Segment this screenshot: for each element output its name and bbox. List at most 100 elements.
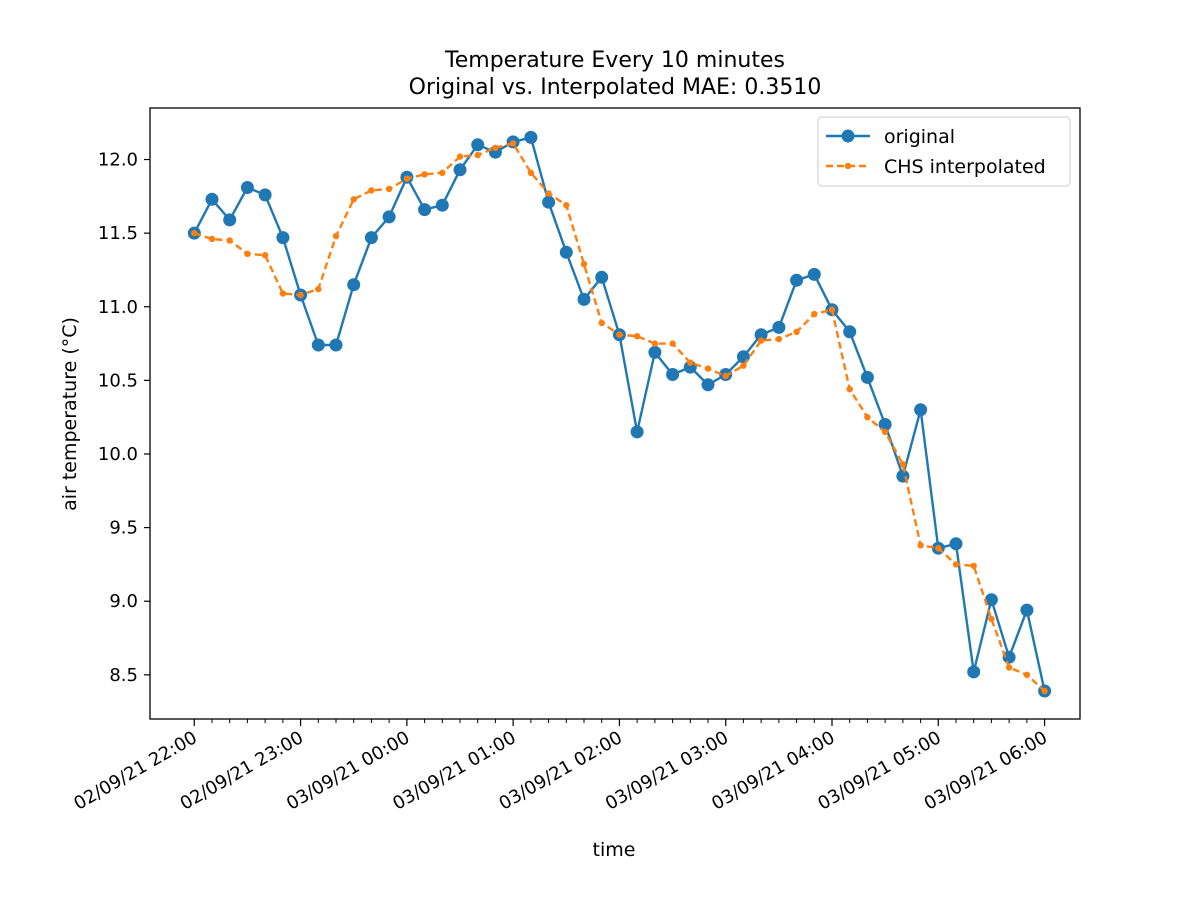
data-point-original: [860, 370, 874, 384]
data-point-original: [736, 350, 750, 364]
data-point-original: [683, 360, 697, 374]
y-tick-label: 11.5: [98, 223, 138, 244]
data-point-chs-interpolated: [439, 169, 446, 176]
data-point-original: [276, 231, 290, 245]
data-point-chs-interpolated: [191, 229, 198, 237]
x-axis-label: time: [593, 839, 636, 861]
data-point-chs-interpolated: [616, 331, 623, 338]
data-point-chs-interpolated: [1005, 664, 1013, 671]
data-point-chs-interpolated: [580, 260, 588, 268]
data-point-chs-interpolated: [1041, 687, 1048, 695]
legend: original CHS interpolated: [817, 116, 1071, 187]
data-point-chs-interpolated: [385, 185, 393, 193]
data-point-original: [630, 425, 644, 439]
data-point-chs-interpolated: [598, 319, 605, 327]
data-point-chs-interpolated: [492, 144, 499, 151]
data-point-original: [524, 130, 538, 144]
data-point-chs-interpolated: [793, 328, 800, 335]
y-tick-label: 10.5: [98, 370, 138, 391]
data-point-original: [949, 537, 963, 551]
data-point-original: [559, 245, 573, 259]
data-point-chs-interpolated: [545, 190, 552, 197]
data-point-chs-interpolated: [315, 285, 322, 293]
data-point-original: [843, 325, 857, 339]
data-point-original: [311, 338, 325, 352]
data-point-chs-interpolated: [899, 461, 907, 468]
chart-subtitle: Original vs. Interpolated MAE: 0.3510: [409, 75, 822, 100]
data-point-original: [240, 181, 254, 194]
data-point-original: [382, 210, 396, 224]
data-point-original: [984, 593, 998, 607]
data-point-chs-interpolated: [509, 140, 517, 147]
data-point-chs-interpolated: [527, 169, 535, 176]
data-point-original: [435, 198, 449, 212]
legend-marker-original: [841, 129, 855, 143]
data-point-chs-interpolated: [775, 335, 783, 343]
data-point-original: [347, 278, 361, 292]
data-point-original: [488, 145, 502, 159]
data-point-original: [914, 403, 928, 417]
data-point-chs-interpolated: [740, 362, 747, 369]
data-point-original: [772, 320, 786, 334]
data-point-chs-interpolated: [226, 237, 233, 244]
legend-marker-chs-interpolated: [844, 162, 852, 170]
data-point-chs-interpolated: [988, 615, 995, 623]
y-axis: 8.5 9.0 9.5 10.0 10.5 11.0 11.5 12.0: [98, 150, 150, 686]
data-point-chs-interpolated: [704, 365, 712, 372]
data-point-chs-interpolated: [651, 340, 659, 347]
y-tick-label: 10.0: [98, 444, 138, 465]
data-point-chs-interpolated: [563, 202, 570, 209]
data-point-original: [1020, 603, 1034, 617]
y-tick-label: 11.0: [98, 297, 138, 318]
data-point-chs-interpolated: [403, 175, 411, 182]
data-point-chs-interpolated: [332, 232, 340, 240]
data-point-chs-interpolated: [917, 542, 924, 549]
data-point-chs-interpolated: [687, 359, 694, 366]
data-point-chs-interpolated: [350, 196, 357, 203]
y-tick-label: 9.0: [109, 591, 138, 612]
data-point-chs-interpolated: [456, 153, 464, 160]
legend-label-chs-interpolated: CHS interpolated: [884, 156, 1046, 178]
data-point-original: [418, 203, 432, 217]
legend-box: [817, 116, 1071, 187]
data-point-chs-interpolated: [297, 291, 304, 299]
data-point-chs-interpolated: [1023, 671, 1031, 678]
data-point-original: [577, 292, 591, 306]
data-point-chs-interpolated: [757, 337, 765, 344]
data-point-original: [542, 195, 556, 209]
data-point-original: [701, 378, 715, 392]
data-point-chs-interpolated: [669, 340, 676, 347]
data-point-original: [967, 665, 981, 679]
data-point-original: [595, 270, 609, 284]
data-point-chs-interpolated: [208, 235, 216, 243]
data-point-chs-interpolated: [881, 428, 889, 436]
data-point-chs-interpolated: [846, 386, 853, 393]
y-axis-label: air temperature (°C): [59, 317, 81, 511]
data-point-chs-interpolated: [722, 372, 729, 380]
series-layer: [187, 130, 1052, 698]
data-point-chs-interpolated: [633, 333, 641, 340]
data-point-chs-interpolated: [828, 306, 836, 313]
y-tick-label: 9.5: [109, 518, 138, 539]
data-point-chs-interpolated: [970, 562, 977, 570]
data-point-original: [754, 328, 768, 342]
data-point-chs-interpolated: [811, 310, 818, 318]
data-point-original: [790, 273, 804, 287]
data-point-chs-interpolated: [261, 252, 269, 259]
data-point-chs-interpolated: [474, 151, 481, 159]
data-point-original: [666, 368, 680, 381]
legend-label-original: original: [884, 126, 955, 148]
y-tick-label: 12.0: [98, 150, 138, 171]
data-point-chs-interpolated: [935, 545, 942, 552]
data-point-original: [223, 213, 237, 227]
data-point-original: [807, 267, 821, 281]
data-point-original: [471, 138, 485, 152]
data-point-original: [329, 338, 343, 352]
data-point-original: [648, 345, 662, 359]
data-point-chs-interpolated: [864, 414, 871, 421]
data-point-chs-interpolated: [368, 187, 375, 194]
data-point-original: [258, 188, 272, 202]
y-tick-label: 8.5: [109, 665, 138, 686]
data-point-original: [364, 231, 378, 245]
